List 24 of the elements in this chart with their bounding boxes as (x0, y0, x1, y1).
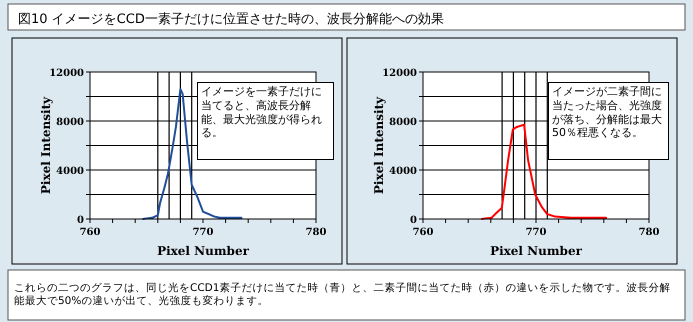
y-axis-title: Pixel Intensity (372, 96, 386, 194)
line-series (480, 124, 608, 220)
x-tick-label: 770 (526, 227, 546, 238)
y-tick-label: 0 (410, 215, 418, 226)
x-tick-label: 760 (80, 227, 100, 238)
y-tick-label: 8000 (56, 117, 84, 128)
y-tick-label: 4000 (389, 166, 418, 177)
y-tick-label: 4000 (56, 166, 84, 177)
y-tick-label: 8000 (389, 117, 418, 128)
y-axis-title: Pixel Intensity (39, 96, 53, 194)
y-tick-label: 0 (77, 215, 84, 226)
text: これらの二つのグラフは、同じ光をCCD1素子だけに当てた時（青）と、二素子間に当てた時（赤）の違いを示した物です。波長分解能最大で50%の違いが出て、光強度も変わります。 (14, 282, 674, 314)
annotation: イメージが二素子間に当たった場合、光強度が落ち、分解能は最大50％程悪くなる。 (548, 82, 669, 160)
x-axis-title: Pixel Number (490, 244, 583, 258)
x-tick-label: 780 (306, 227, 326, 238)
x-tick-label: 760 (412, 227, 434, 238)
annotation: イメージを一素子だけに当てると、高波長分解能、最大光強度が得られる。 (197, 82, 334, 160)
y-tick-label: 12000 (382, 68, 418, 79)
x-axis-title: Pixel Number (157, 244, 250, 258)
chart-title: 図10 イメージをCCD一素子だけに位置させた時の、波長分解能への効果 (18, 12, 444, 27)
line-series (142, 88, 242, 220)
x-tick-label: 770 (192, 227, 214, 238)
y-tick-label: 12000 (49, 68, 84, 79)
x-tick-label: 780 (638, 227, 660, 238)
